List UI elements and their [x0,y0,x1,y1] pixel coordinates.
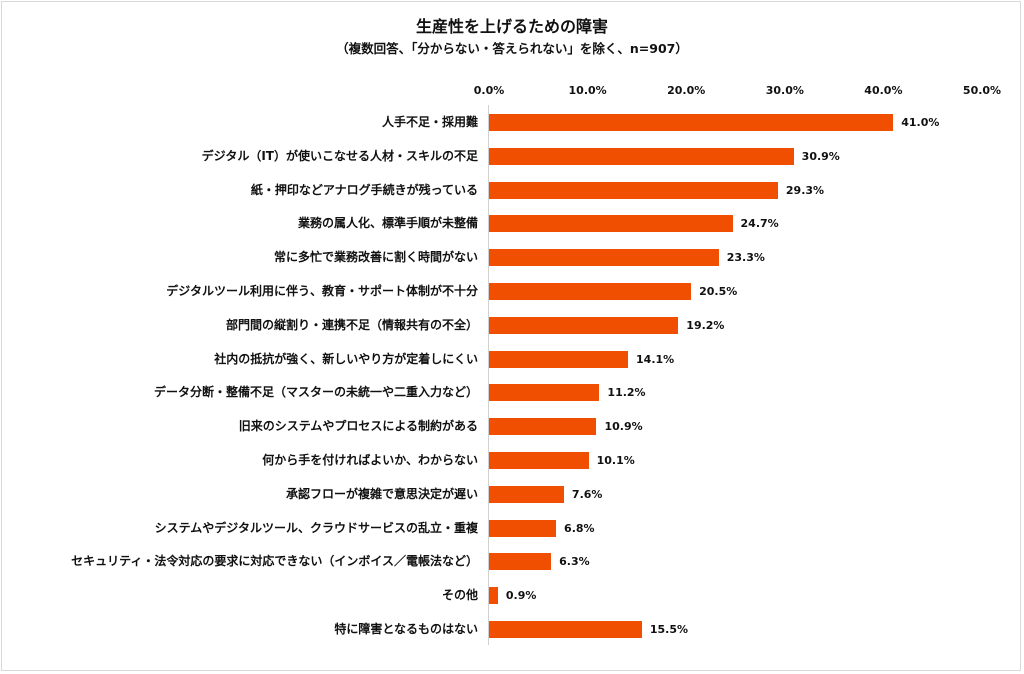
x-tick-label: 40.0% [864,84,903,97]
bar-row: 人手不足・採用難 41.0% [0,114,1024,131]
bar-row: 特に障害となるものはない 15.5% [0,621,1024,638]
bar-row: 何から手を付ければよいか、わからない 10.1% [0,452,1024,469]
x-tick-label: 50.0% [962,84,1002,97]
bar [489,553,552,571]
chart-subtitle: （複数回答、「分からない・答えられない」を除く、n=907） [336,41,688,56]
category-label: 旧来のシステムやプロセスによる制約がある [238,419,478,434]
value-label: 23.3% [726,251,765,265]
value-label: 10.1% [596,454,635,467]
value-label: 30.9% [801,149,840,163]
bar-row: システムやデジタルツール、クラウドサービスの乱立・重複 6.8% [0,519,1024,537]
category-label: システムやデジタルツール、クラウドサービスの乱立・重複 [154,520,478,535]
bar-row: その他 0.9% [0,587,1024,605]
category-label: データ分断・整備不足（マスターの未統一や二重入力など） [153,385,478,400]
x-tick-label: 10.0% [568,84,607,97]
bar [489,452,589,469]
value-label: 6.8% [564,521,595,535]
value-label: 15.5% [649,623,688,636]
bar-row: 旧来のシステムやプロセスによる制約がある 10.9% [0,418,1024,436]
value-label: 19.2% [686,318,725,332]
bar [489,181,778,199]
bar [489,316,679,334]
category-label: 常に多忙で業務改善に割く時間がない [273,250,478,265]
x-tick-label: 30.0% [765,84,804,97]
chart-title: 生産性を上げるための障害 [415,17,608,36]
bar [489,114,894,131]
bar [489,215,733,233]
bar-row: 紙・押印などアナログ手続きが残っている 29.3% [0,181,1024,199]
y-axis-line [488,105,489,645]
bar [489,587,498,605]
bar-row: 常に多忙で業務改善に割く時間がない 23.3% [0,249,1024,267]
value-label: 7.6% [571,487,603,501]
category-label: 何から手を付ければよいか、わからない [262,453,478,467]
value-label: 6.3% [559,555,590,569]
bar-row: デジタル（IT）が使いこなせる人材・スキルの不足 30.9% [0,147,1024,165]
category-label: 承認フローが複雑で意思決定が遅い [285,486,478,501]
category-label: その他 [441,588,478,603]
bar-row: デジタルツール利用に伴う、教育・サポート体制が不十分 20.5% [0,283,1024,300]
bar-row: セキュリティ・法令対応の要求に対応できない（インボイス／電帳法など） 6.3% [0,553,1024,571]
category-label: デジタルツール利用に伴う、教育・サポート体制が不十分 [166,284,478,298]
value-label: 11.2% [607,386,646,400]
category-label: セキュリティ・法令対応の要求に対応できない（インボイス／電帳法など） [71,554,478,569]
bar [489,485,564,503]
category-label: 業務の属人化、標準手順が未整備 [297,216,478,231]
value-label: 24.7% [740,217,779,231]
bar [489,519,557,537]
value-label: 20.5% [699,285,738,298]
category-label: 部門間の縦割り・連携不足（情報共有の不全） [225,317,478,332]
bar-row: 業務の属人化、標準手順が未整備 24.7% [0,215,1024,233]
value-label: 0.9% [505,589,537,603]
bar-row: 承認フローが複雑で意思決定が遅い 7.6% [0,485,1024,503]
category-label: 社内の抵抗が強く、新しいやり方が定着しにくい [214,351,478,366]
category-label: 特に障害となるものはない [334,622,478,636]
value-label: 29.3% [785,183,825,197]
bar [489,147,794,165]
bar-row: 社内の抵抗が強く、新しいやり方が定着しにくい 14.1% [0,350,1024,368]
bar [489,384,600,402]
bar [489,621,642,638]
x-tick-label: 20.0% [667,84,706,97]
value-label: 41.0% [901,116,940,129]
value-label: 10.9% [604,420,643,434]
bar [489,418,597,436]
category-label: 紙・押印などアナログ手続きが残っている [250,182,478,197]
x-tick-label: 0.0% [473,84,505,97]
bar [489,249,719,267]
category-label: デジタル（IT）が使いこなせる人材・スキルの不足 [201,148,478,163]
bar-row: 部門間の縦割り・連携不足（情報共有の不全） 19.2% [0,316,1024,334]
bar [489,283,692,300]
bar-row: データ分断・整備不足（マスターの未統一や二重入力など） 11.2% [0,384,1024,402]
value-label: 14.1% [636,352,675,366]
category-label: 人手不足・採用難 [381,115,478,129]
bar [489,350,629,368]
